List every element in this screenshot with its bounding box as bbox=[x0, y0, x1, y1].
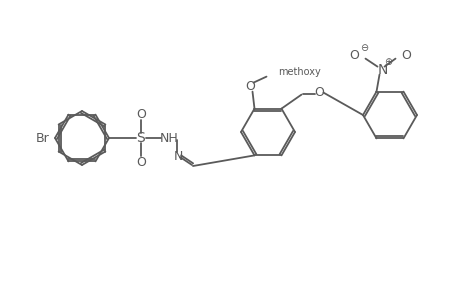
Text: O: O bbox=[245, 80, 255, 93]
Text: O: O bbox=[136, 107, 146, 121]
Text: ⊕: ⊕ bbox=[384, 57, 392, 67]
Text: N: N bbox=[173, 149, 182, 163]
Text: O: O bbox=[314, 86, 324, 99]
Text: O: O bbox=[136, 155, 146, 169]
Text: N: N bbox=[376, 63, 387, 76]
Text: NH: NH bbox=[159, 131, 178, 145]
Text: methoxy: methoxy bbox=[278, 67, 320, 76]
Text: O: O bbox=[349, 49, 359, 62]
Text: O: O bbox=[401, 49, 410, 62]
Text: Br: Br bbox=[36, 131, 50, 145]
Text: S: S bbox=[136, 131, 145, 145]
Text: ⊖: ⊖ bbox=[360, 43, 368, 52]
